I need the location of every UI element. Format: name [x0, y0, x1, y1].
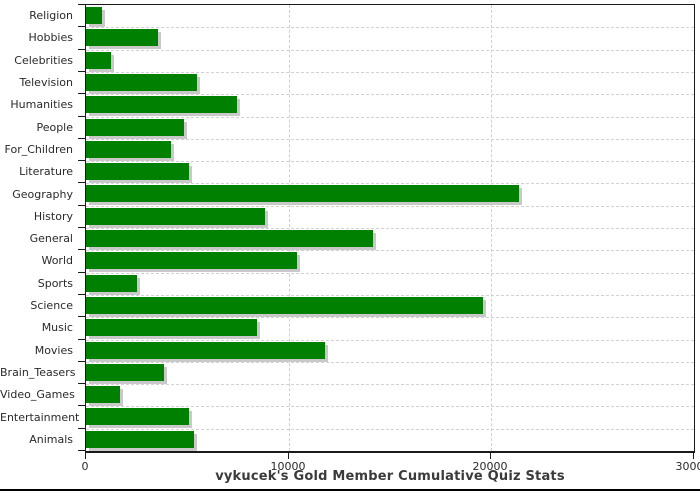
x-axis-tick-label: 30000 — [675, 460, 700, 473]
category-label: Movies — [34, 343, 73, 357]
y-axis-tick — [78, 93, 85, 94]
category-label: Science — [30, 299, 73, 313]
y-axis-tick — [78, 26, 85, 27]
category-label: Religion — [29, 9, 73, 23]
y-axis-tick — [78, 428, 85, 429]
category-label: Humanities — [10, 98, 73, 112]
x-axis-line — [85, 451, 695, 453]
grid-line-horizontal — [86, 183, 694, 185]
y-axis-tick — [78, 383, 85, 384]
category-label: Geography — [12, 187, 73, 201]
category-label: Literature — [19, 165, 73, 179]
grid-line-horizontal — [86, 228, 694, 229]
x-axis-tick — [490, 452, 491, 459]
bottom-border-rule — [0, 489, 700, 491]
bar — [86, 140, 171, 158]
y-axis-tick — [78, 182, 85, 183]
grid-line-horizontal — [86, 161, 694, 163]
x-axis-tick — [693, 452, 694, 459]
bar — [86, 341, 325, 359]
chart-title: vykucek's Gold Member Cumulative Quiz St… — [215, 469, 565, 484]
plot-area — [85, 4, 695, 452]
grid-line-horizontal — [86, 71, 694, 73]
category-label: Celebrities — [14, 53, 73, 67]
bar — [86, 363, 164, 381]
bar — [86, 319, 257, 337]
grid-line-horizontal — [86, 205, 694, 207]
bar — [86, 118, 184, 136]
x-axis-tick-label: 0 — [81, 460, 89, 473]
bar — [86, 296, 483, 314]
category-label: World — [41, 254, 73, 268]
grid-line-horizontal — [86, 384, 694, 386]
bar — [86, 185, 519, 203]
grid-line-horizontal — [86, 272, 694, 274]
bar — [86, 29, 158, 47]
bar — [86, 207, 265, 225]
bar — [86, 430, 194, 448]
x-axis-tick — [288, 452, 289, 459]
grid-line-horizontal — [86, 361, 694, 363]
y-axis-tick — [78, 361, 85, 362]
y-axis-tick — [78, 205, 85, 206]
y-axis-tick — [78, 138, 85, 139]
bar — [86, 408, 189, 426]
y-axis-tick — [78, 405, 85, 406]
grid-line-horizontal — [86, 94, 694, 96]
y-axis-tick — [78, 249, 85, 250]
category-label: Music — [41, 321, 73, 335]
category-label: For_Children — [4, 142, 73, 156]
category-label: History — [33, 209, 73, 223]
bar — [86, 7, 102, 24]
grid-line-horizontal — [86, 116, 694, 118]
grid-line-horizontal — [86, 428, 694, 430]
grid-line-horizontal — [86, 27, 694, 29]
bar — [86, 274, 137, 292]
y-axis-tick — [78, 227, 85, 228]
category-label: Television — [19, 76, 74, 90]
bar — [86, 96, 237, 114]
bar — [86, 163, 189, 181]
grid-line-horizontal — [86, 317, 694, 319]
grid-line-horizontal — [86, 294, 694, 296]
category-label: Video_Games — [0, 388, 75, 402]
grid-line-horizontal — [86, 339, 694, 341]
y-axis-tick — [78, 450, 85, 451]
x-axis-tick-label: 20000 — [472, 460, 508, 473]
category-label: People — [36, 120, 73, 134]
bar — [86, 386, 120, 404]
category-label: Sports — [37, 276, 73, 290]
category-label: Animals — [29, 432, 73, 446]
y-axis-tick — [78, 4, 85, 5]
x-axis-tick-label: 10000 — [270, 460, 306, 473]
y-axis-tick — [78, 49, 85, 50]
bar — [86, 230, 373, 247]
category-label: General — [29, 232, 73, 246]
y-axis-tick — [78, 116, 85, 117]
y-axis-tick — [78, 316, 85, 317]
category-label: Hobbies — [28, 31, 73, 45]
y-axis-tick — [78, 272, 85, 273]
grid-line-horizontal — [86, 250, 694, 252]
y-axis-tick — [78, 294, 85, 295]
x-axis-tick — [85, 452, 86, 459]
category-label: Brain_Teasers — [0, 365, 76, 379]
y-axis-tick — [78, 339, 85, 340]
bar — [86, 51, 111, 69]
grid-line-horizontal — [86, 406, 694, 408]
grid-line-horizontal — [86, 138, 694, 140]
category-label: Entertainment — [0, 410, 80, 424]
y-axis-tick — [78, 71, 85, 72]
y-axis-tick — [78, 160, 85, 161]
bar — [86, 252, 297, 270]
grid-line-horizontal — [86, 49, 694, 51]
bar — [86, 73, 197, 91]
